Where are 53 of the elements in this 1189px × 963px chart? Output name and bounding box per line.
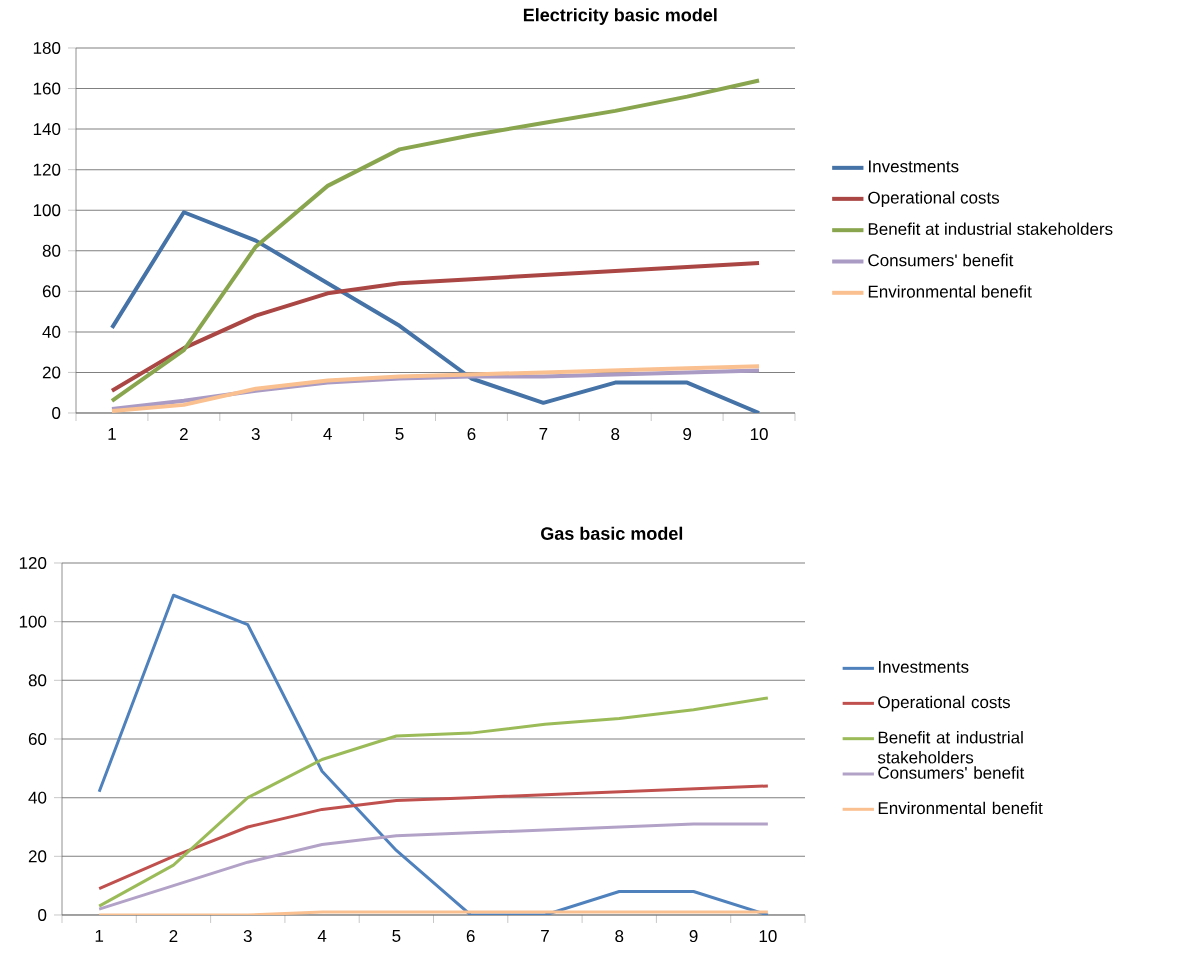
legend-label: Investments xyxy=(879,661,969,673)
y-tick-label: 180 xyxy=(33,41,61,54)
y-tick-label: 120 xyxy=(19,556,47,569)
x-tick-label: 7 xyxy=(539,428,548,440)
y-tick-label: 120 xyxy=(33,163,61,176)
legend-label: Operational costs xyxy=(868,191,1000,208)
x-tick-label: 4 xyxy=(317,930,327,942)
x-tick-label: 4 xyxy=(323,428,332,440)
legend-label: Environmental benefit xyxy=(868,285,1032,298)
line-series xyxy=(109,78,762,403)
y-tick-label: 0 xyxy=(38,908,47,921)
x-tick-label: 8 xyxy=(611,428,620,441)
x-tick-label: 10 xyxy=(759,930,777,943)
legend-label: Benefit at industrial stakeholders xyxy=(868,222,1113,235)
legend-label: Consumers' benefit xyxy=(878,766,1025,779)
x-tick-label: 5 xyxy=(395,428,404,440)
y-tick-label: 80 xyxy=(28,674,47,687)
x-tick-label: 6 xyxy=(466,930,475,943)
chart-title: Electricity basic model xyxy=(523,8,717,25)
legend-label: Operational costs xyxy=(878,695,1011,712)
legend-label: Benefit at industrial stakeholders xyxy=(877,731,1023,764)
legend-label: Environmental benefit xyxy=(878,801,1043,815)
y-tick-label: 60 xyxy=(42,285,61,298)
legend-label: Investments xyxy=(869,160,959,173)
chart-title: Gas basic model xyxy=(541,526,683,540)
x-tick-label: 9 xyxy=(689,930,698,943)
x-tick-label: 5 xyxy=(392,930,401,942)
x-tick-label: 10 xyxy=(750,428,768,441)
line-series xyxy=(97,593,770,915)
x-tick-label: 3 xyxy=(243,930,252,943)
y-tick-label: 60 xyxy=(28,732,47,745)
y-tick-label: 80 xyxy=(42,244,61,257)
line-series xyxy=(109,210,762,413)
y-tick-label: 100 xyxy=(33,204,61,217)
x-tick-label: 6 xyxy=(467,428,476,441)
legend-label: Consumers' benefit xyxy=(868,253,1014,267)
y-tick-label: 0 xyxy=(52,406,61,419)
x-tick-label: 3 xyxy=(251,428,260,441)
y-tick-label: 40 xyxy=(28,791,47,804)
y-tick-label: 20 xyxy=(28,850,47,863)
y-tick-label: 40 xyxy=(42,325,61,338)
y-tick-label: 20 xyxy=(42,366,61,379)
x-tick-label: 2 xyxy=(169,930,178,942)
x-tick-label: 7 xyxy=(541,930,549,942)
y-tick-label: 100 xyxy=(19,615,47,628)
x-tick-label: 2 xyxy=(179,428,188,440)
line-series xyxy=(97,696,770,908)
y-tick-label: 160 xyxy=(33,82,61,95)
x-tick-label: 1 xyxy=(95,930,104,942)
y-tick-label: 140 xyxy=(33,123,61,136)
x-tick-label: 1 xyxy=(108,428,116,440)
x-tick-label: 9 xyxy=(683,428,692,441)
x-tick-label: 8 xyxy=(615,930,624,943)
